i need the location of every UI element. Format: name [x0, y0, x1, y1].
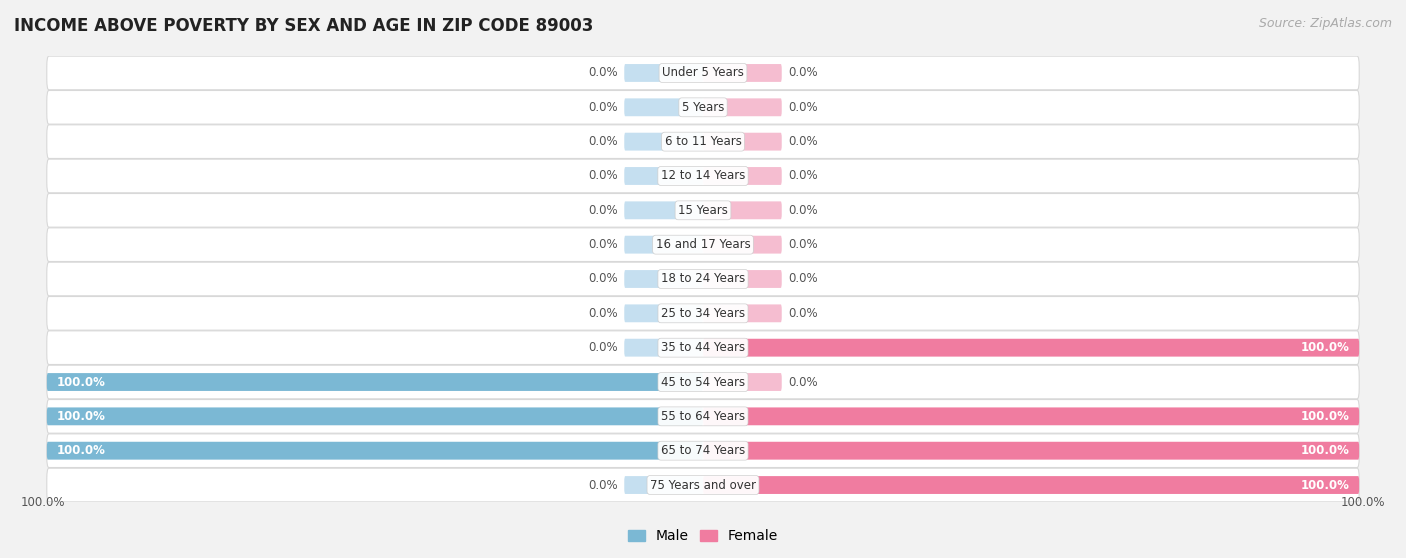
Text: 100.0%: 100.0%	[1301, 444, 1350, 457]
FancyBboxPatch shape	[624, 64, 703, 82]
Text: 12 to 14 Years: 12 to 14 Years	[661, 170, 745, 182]
Text: 100.0%: 100.0%	[1301, 479, 1350, 492]
Text: 25 to 34 Years: 25 to 34 Years	[661, 307, 745, 320]
Text: 0.0%: 0.0%	[789, 101, 818, 114]
Text: 6 to 11 Years: 6 to 11 Years	[665, 135, 741, 148]
Text: 0.0%: 0.0%	[588, 66, 617, 79]
FancyBboxPatch shape	[46, 56, 1360, 90]
Text: 0.0%: 0.0%	[588, 238, 617, 251]
FancyBboxPatch shape	[46, 194, 1360, 227]
Text: 45 to 54 Years: 45 to 54 Years	[661, 376, 745, 388]
Text: 0.0%: 0.0%	[588, 170, 617, 182]
Text: 0.0%: 0.0%	[588, 272, 617, 286]
Text: 35 to 44 Years: 35 to 44 Years	[661, 341, 745, 354]
Text: 5 Years: 5 Years	[682, 101, 724, 114]
FancyBboxPatch shape	[46, 442, 703, 460]
FancyBboxPatch shape	[624, 270, 703, 288]
FancyBboxPatch shape	[703, 407, 1360, 425]
FancyBboxPatch shape	[703, 133, 782, 151]
Text: 0.0%: 0.0%	[789, 66, 818, 79]
Text: 0.0%: 0.0%	[789, 307, 818, 320]
FancyBboxPatch shape	[624, 98, 703, 116]
Text: 100.0%: 100.0%	[1301, 341, 1350, 354]
Text: 0.0%: 0.0%	[789, 272, 818, 286]
FancyBboxPatch shape	[624, 201, 703, 219]
Text: INCOME ABOVE POVERTY BY SEX AND AGE IN ZIP CODE 89003: INCOME ABOVE POVERTY BY SEX AND AGE IN Z…	[14, 17, 593, 35]
Text: 100.0%: 100.0%	[56, 376, 105, 388]
Text: 75 Years and over: 75 Years and over	[650, 479, 756, 492]
Text: 100.0%: 100.0%	[56, 444, 105, 457]
FancyBboxPatch shape	[703, 373, 782, 391]
Text: 100.0%: 100.0%	[56, 410, 105, 423]
FancyBboxPatch shape	[46, 400, 1360, 433]
Text: 0.0%: 0.0%	[789, 204, 818, 217]
FancyBboxPatch shape	[46, 90, 1360, 124]
FancyBboxPatch shape	[624, 339, 703, 357]
Text: 16 and 17 Years: 16 and 17 Years	[655, 238, 751, 251]
FancyBboxPatch shape	[703, 64, 782, 82]
FancyBboxPatch shape	[703, 442, 1360, 460]
Text: Source: ZipAtlas.com: Source: ZipAtlas.com	[1258, 17, 1392, 30]
FancyBboxPatch shape	[46, 407, 703, 425]
FancyBboxPatch shape	[46, 159, 1360, 193]
FancyBboxPatch shape	[703, 305, 782, 323]
Text: 18 to 24 Years: 18 to 24 Years	[661, 272, 745, 286]
FancyBboxPatch shape	[624, 133, 703, 151]
FancyBboxPatch shape	[703, 235, 782, 253]
Text: 55 to 64 Years: 55 to 64 Years	[661, 410, 745, 423]
FancyBboxPatch shape	[624, 167, 703, 185]
Text: 0.0%: 0.0%	[588, 479, 617, 492]
FancyBboxPatch shape	[46, 468, 1360, 502]
Text: 0.0%: 0.0%	[588, 204, 617, 217]
Text: 0.0%: 0.0%	[789, 135, 818, 148]
Text: 0.0%: 0.0%	[588, 135, 617, 148]
FancyBboxPatch shape	[46, 125, 1360, 158]
Text: 0.0%: 0.0%	[789, 170, 818, 182]
FancyBboxPatch shape	[703, 167, 782, 185]
FancyBboxPatch shape	[624, 476, 703, 494]
FancyBboxPatch shape	[46, 262, 1360, 296]
FancyBboxPatch shape	[624, 305, 703, 323]
FancyBboxPatch shape	[703, 476, 1360, 494]
Legend: Male, Female: Male, Female	[623, 524, 783, 549]
FancyBboxPatch shape	[703, 270, 782, 288]
Text: 100.0%: 100.0%	[1301, 410, 1350, 423]
FancyBboxPatch shape	[46, 434, 1360, 468]
FancyBboxPatch shape	[46, 228, 1360, 262]
Text: 0.0%: 0.0%	[789, 238, 818, 251]
Text: 100.0%: 100.0%	[21, 496, 65, 509]
Text: 65 to 74 Years: 65 to 74 Years	[661, 444, 745, 457]
FancyBboxPatch shape	[703, 98, 782, 116]
Text: 0.0%: 0.0%	[789, 376, 818, 388]
FancyBboxPatch shape	[703, 339, 1360, 357]
FancyBboxPatch shape	[703, 201, 782, 219]
Text: 0.0%: 0.0%	[588, 307, 617, 320]
FancyBboxPatch shape	[624, 235, 703, 253]
FancyBboxPatch shape	[46, 331, 1360, 364]
Text: 0.0%: 0.0%	[588, 101, 617, 114]
FancyBboxPatch shape	[46, 296, 1360, 330]
Text: 15 Years: 15 Years	[678, 204, 728, 217]
Text: 0.0%: 0.0%	[588, 341, 617, 354]
Text: Under 5 Years: Under 5 Years	[662, 66, 744, 79]
FancyBboxPatch shape	[46, 365, 1360, 399]
Text: 100.0%: 100.0%	[1341, 496, 1385, 509]
FancyBboxPatch shape	[46, 373, 703, 391]
